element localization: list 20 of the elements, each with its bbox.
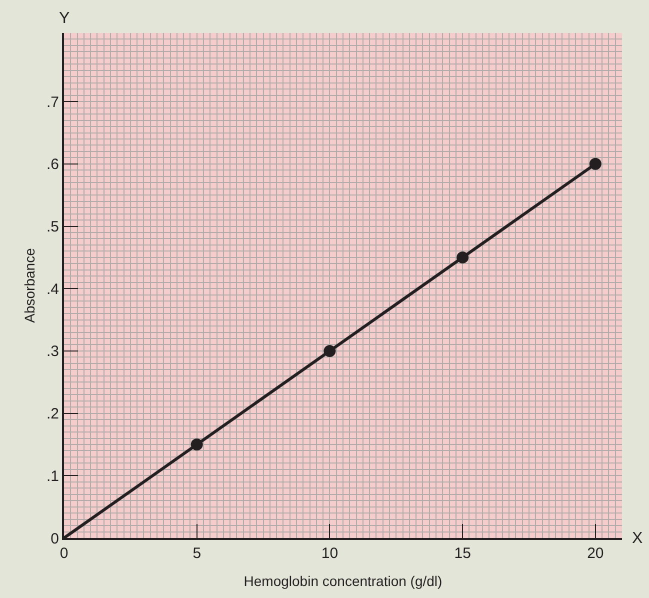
- y-tick-label: .7: [46, 94, 59, 111]
- y-tick-label: .2: [46, 406, 59, 423]
- y-tick-label: 0: [50, 530, 59, 548]
- text: X: [632, 530, 643, 547]
- x-tick-label: 15: [454, 545, 471, 562]
- y-tick-label: .3: [46, 343, 59, 360]
- y-axis-title: Absorbance: [22, 248, 38, 323]
- y-tick-label: .6: [46, 156, 59, 174]
- x-tick-label: 20: [587, 545, 604, 562]
- x-axis-title: Hemoglobin concentration (g/dl): [244, 572, 442, 589]
- x-tick-label: 10: [321, 545, 338, 562]
- point: [456, 251, 469, 264]
- x-tick-label: 5: [192, 545, 202, 562]
- point: [190, 438, 203, 450]
- y-tick-label: .5: [46, 218, 59, 236]
- point: [324, 344, 336, 357]
- point: [589, 158, 602, 170]
- y-tick-label: .1: [46, 468, 59, 485]
- text: Y: [59, 10, 70, 27]
- y-tick-label: .4: [46, 280, 59, 298]
